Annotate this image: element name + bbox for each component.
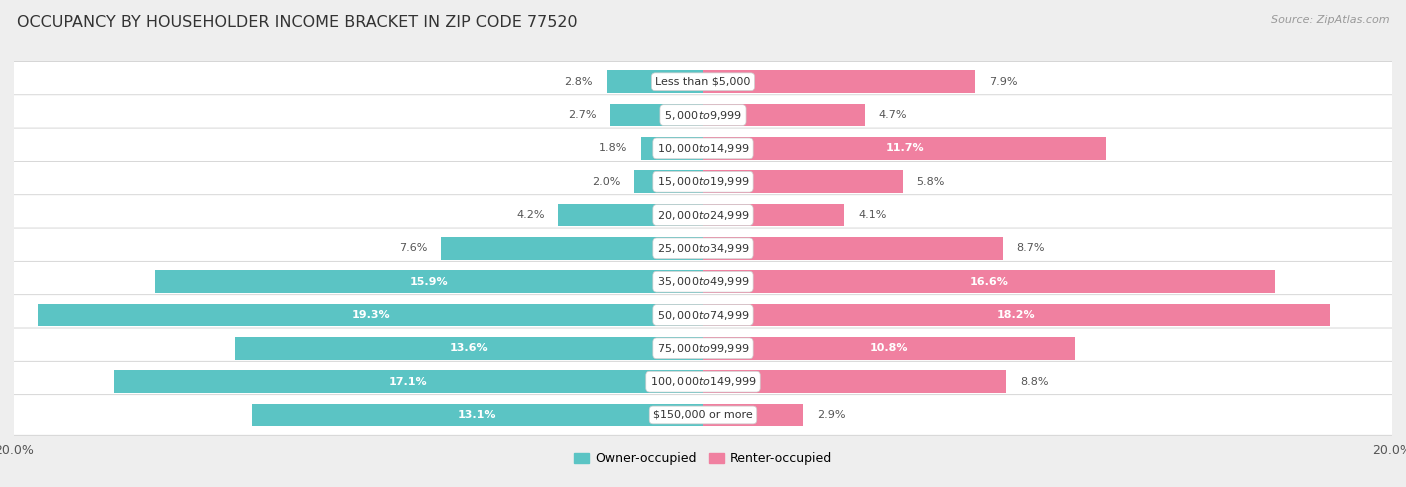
Text: $75,000 to $99,999: $75,000 to $99,999 <box>657 342 749 355</box>
Text: OCCUPANCY BY HOUSEHOLDER INCOME BRACKET IN ZIP CODE 77520: OCCUPANCY BY HOUSEHOLDER INCOME BRACKET … <box>17 15 578 30</box>
FancyBboxPatch shape <box>8 361 1398 402</box>
Text: $15,000 to $19,999: $15,000 to $19,999 <box>657 175 749 188</box>
Bar <box>703 170 903 193</box>
Bar <box>703 404 803 426</box>
Bar <box>441 237 703 260</box>
Bar <box>38 304 703 326</box>
Bar <box>610 104 703 127</box>
Text: $25,000 to $34,999: $25,000 to $34,999 <box>657 242 749 255</box>
Bar <box>558 204 703 226</box>
Text: 4.2%: 4.2% <box>516 210 544 220</box>
FancyBboxPatch shape <box>8 128 1398 169</box>
Text: 8.7%: 8.7% <box>1017 244 1045 253</box>
Text: 4.1%: 4.1% <box>858 210 886 220</box>
Text: 13.6%: 13.6% <box>450 343 488 354</box>
Text: 5.8%: 5.8% <box>917 177 945 187</box>
Text: Source: ZipAtlas.com: Source: ZipAtlas.com <box>1271 15 1389 25</box>
Text: 4.7%: 4.7% <box>879 110 907 120</box>
Bar <box>252 404 703 426</box>
Text: $35,000 to $49,999: $35,000 to $49,999 <box>657 275 749 288</box>
Text: 18.2%: 18.2% <box>997 310 1036 320</box>
Bar <box>703 137 1107 160</box>
Bar <box>235 337 703 360</box>
FancyBboxPatch shape <box>8 161 1398 202</box>
Text: 8.8%: 8.8% <box>1019 376 1049 387</box>
Text: 16.6%: 16.6% <box>970 277 1008 287</box>
Text: 10.8%: 10.8% <box>870 343 908 354</box>
Bar <box>703 337 1076 360</box>
FancyBboxPatch shape <box>8 228 1398 269</box>
Bar <box>114 370 703 393</box>
Text: 15.9%: 15.9% <box>409 277 449 287</box>
FancyBboxPatch shape <box>8 328 1398 369</box>
Text: $50,000 to $74,999: $50,000 to $74,999 <box>657 308 749 321</box>
Bar <box>155 270 703 293</box>
Bar <box>703 104 865 127</box>
Text: $150,000 or more: $150,000 or more <box>654 410 752 420</box>
Bar <box>703 71 976 93</box>
Text: 2.9%: 2.9% <box>817 410 845 420</box>
FancyBboxPatch shape <box>8 394 1398 435</box>
FancyBboxPatch shape <box>8 61 1398 102</box>
Bar <box>703 270 1275 293</box>
Bar <box>606 71 703 93</box>
Text: 2.8%: 2.8% <box>564 77 593 87</box>
Text: Less than $5,000: Less than $5,000 <box>655 77 751 87</box>
Text: $10,000 to $14,999: $10,000 to $14,999 <box>657 142 749 155</box>
Bar <box>634 170 703 193</box>
Legend: Owner-occupied, Renter-occupied: Owner-occupied, Renter-occupied <box>568 447 838 470</box>
Text: 7.9%: 7.9% <box>988 77 1018 87</box>
Bar <box>703 204 844 226</box>
Bar <box>703 304 1330 326</box>
Text: 7.6%: 7.6% <box>399 244 427 253</box>
Text: 13.1%: 13.1% <box>458 410 496 420</box>
Text: 2.0%: 2.0% <box>592 177 620 187</box>
Text: 11.7%: 11.7% <box>886 143 924 153</box>
FancyBboxPatch shape <box>8 95 1398 135</box>
Text: $5,000 to $9,999: $5,000 to $9,999 <box>664 109 742 122</box>
Text: 2.7%: 2.7% <box>568 110 596 120</box>
FancyBboxPatch shape <box>8 195 1398 235</box>
FancyBboxPatch shape <box>8 295 1398 336</box>
Bar <box>703 370 1007 393</box>
Text: 19.3%: 19.3% <box>352 310 389 320</box>
Text: 1.8%: 1.8% <box>599 143 627 153</box>
Text: $100,000 to $149,999: $100,000 to $149,999 <box>650 375 756 388</box>
Bar <box>641 137 703 160</box>
Text: 17.1%: 17.1% <box>389 376 427 387</box>
Bar <box>703 237 1002 260</box>
Text: $20,000 to $24,999: $20,000 to $24,999 <box>657 208 749 222</box>
FancyBboxPatch shape <box>8 262 1398 302</box>
